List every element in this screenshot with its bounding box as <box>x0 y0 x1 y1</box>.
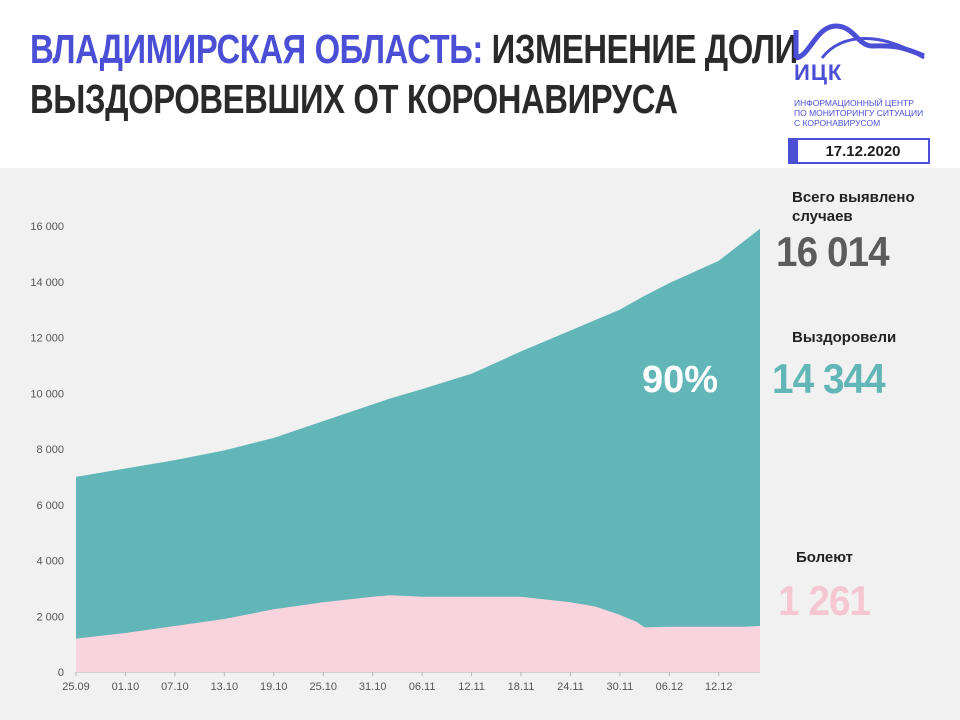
sick-label: Болеют <box>796 549 854 566</box>
recovered-value: 14 344 <box>772 355 886 402</box>
total-cases-value: 16 014 <box>776 228 890 275</box>
logo-subtitle-line: по мониторингу ситуации <box>794 108 924 118</box>
recovered-area <box>76 228 760 673</box>
y-tick-label: 12 000 <box>30 333 64 345</box>
logo-wave-icon <box>793 23 925 61</box>
y-tick-label: 4 000 <box>36 556 64 568</box>
logo-name: ИЦК <box>794 60 843 85</box>
date-label: 17.12.2020 <box>825 143 901 160</box>
sick-area <box>76 595 760 672</box>
date-badge: 17.12.2020 <box>788 138 930 164</box>
x-tick-label: 12.11 <box>458 681 485 693</box>
header: ВЛАДИМИРСКАЯ ОБЛАСТЬ: ИЗМЕНЕНИЕ ДОЛИ ВЫЗ… <box>0 0 960 168</box>
logo-subtitle-line: Информационный центр <box>794 98 914 108</box>
y-tick-label: 2 000 <box>36 611 64 623</box>
x-tick-label: 19.10 <box>260 681 288 693</box>
x-tick-label: 31.10 <box>359 681 387 693</box>
total-cases-label-line1: Всего выявлено <box>792 189 915 206</box>
recovered-label: Выздоровели <box>792 329 897 346</box>
x-tick-label: 12.12 <box>705 681 733 693</box>
title-region: ВЛАДИМИРСКАЯ ОБЛАСТЬ: <box>30 26 483 72</box>
y-tick-label: 16 000 <box>30 221 64 233</box>
x-tick-label: 24.11 <box>557 681 584 693</box>
x-tick-label: 25.09 <box>62 681 90 693</box>
y-tick-label: 14 000 <box>30 277 64 289</box>
title-line2: ВЫЗДОРОВЕВШИХ ОТ КОРОНАВИРУСА <box>30 76 678 122</box>
recovered-share-label: 90% <box>642 359 718 401</box>
x-tick-label: 25.10 <box>309 681 337 693</box>
y-tick-label: 6 000 <box>36 500 64 512</box>
title-rest: ИЗМЕНЕНИЕ ДОЛИ <box>482 26 799 72</box>
x-tick-label: 01.10 <box>112 681 140 693</box>
x-tick-label: 06.11 <box>409 681 436 693</box>
x-tick-label: 18.11 <box>508 681 535 693</box>
x-tick-label: 30.11 <box>607 681 634 693</box>
x-tick-label: 13.10 <box>211 681 239 693</box>
total-cases-label-line2: случаев <box>792 208 853 225</box>
x-tick-label: 06.12 <box>656 681 684 693</box>
page-title: ВЛАДИМИРСКАЯ ОБЛАСТЬ: ИЗМЕНЕНИЕ ДОЛИ ВЫЗ… <box>30 24 798 124</box>
y-tick-label: 10 000 <box>30 388 64 400</box>
area-chart: 0 2 000 4 000 6 000 8 000 10 000 12 000 14 000 1… <box>30 221 760 693</box>
y-tick-label: 8 000 <box>36 444 64 456</box>
y-tick-label: 0 <box>58 667 64 679</box>
itsk-logo: ИЦК Информационный центр по мониторингу … <box>792 22 932 128</box>
x-tick-label: 07.10 <box>161 681 189 693</box>
logo-subtitle: Информационный центр по мониторингу ситу… <box>794 98 923 128</box>
total-cases-label: Всего выявлено случаев <box>792 188 915 226</box>
sick-value: 1 261 <box>778 577 871 624</box>
logo-subtitle-line: с коронавирусом <box>794 118 881 128</box>
